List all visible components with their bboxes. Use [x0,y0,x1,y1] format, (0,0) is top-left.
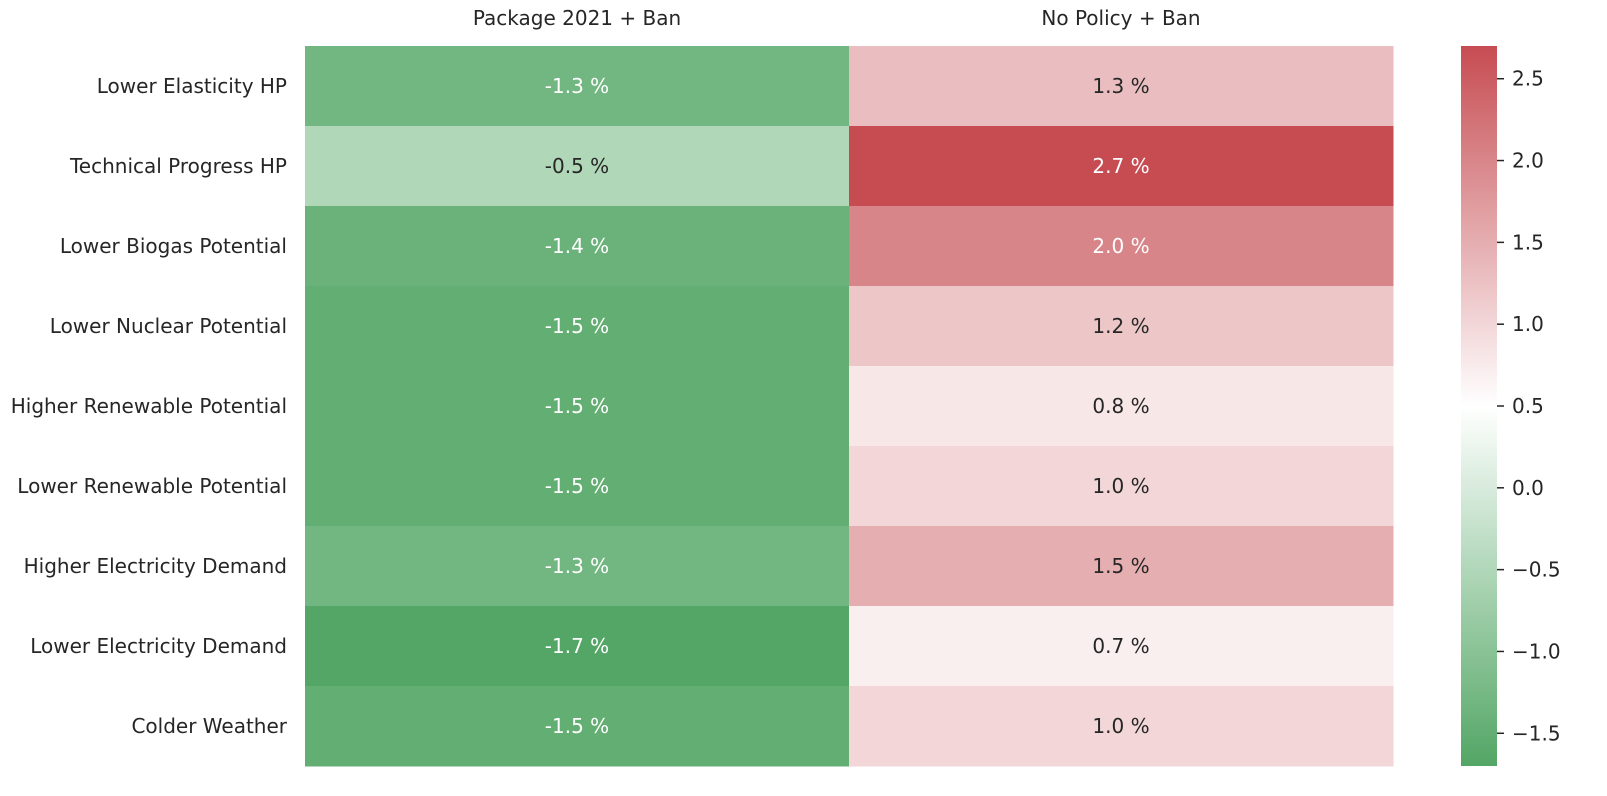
row-label: Lower Biogas Potential [60,234,287,258]
cell-value-label: -1.5 % [545,394,609,418]
cell-value-label: -1.3 % [545,554,609,578]
cell-value-label: -1.4 % [545,234,609,258]
column-labels: Package 2021 + Ban No Policy + Ban [473,6,1201,30]
colorbar-tick-label: 0.5 [1512,394,1544,418]
heatmap-cell [305,366,850,447]
cell-value-label: -0.5 % [545,154,609,178]
cell-value-label: 2.7 % [1092,154,1149,178]
heatmap-cell [849,206,1394,287]
colorbar-tick-label: −1.5 [1512,721,1561,745]
cell-value-label: 1.0 % [1092,714,1149,738]
heatmap-cell [849,686,1394,767]
heatmap-cells: -1.3 % 1.3 % -0.5 % 2.7 % -1.4 % 2.0 % -1.5 % 1… [305,46,1394,767]
cell-value-label: -1.7 % [545,634,609,658]
heatmap-cell [849,126,1394,207]
cell-value-label: 0.7 % [1092,634,1149,658]
row-label: Lower Nuclear Potential [50,314,287,338]
colorbar-gradient [1461,46,1497,766]
row-label: Lower Electricity Demand [30,634,287,658]
cell-value-label: -1.5 % [545,314,609,338]
colorbar: −1.5 −1.0 −0.5 0.0 0.5 1.0 1.5 2.0 2.5 [1461,46,1561,766]
heatmap-cell [305,206,850,287]
heatmap-cell [305,526,850,607]
colorbar-tick-label: 2.5 [1512,67,1544,91]
heatmap-cell [849,46,1394,127]
row-label: Technical Progress HP [69,154,287,178]
heatmap-cell [849,446,1394,527]
heatmap-cell [849,286,1394,367]
cell-value-label: 1.2 % [1092,314,1149,338]
cell-value-label: -1.5 % [545,474,609,498]
heatmap-cell [305,686,850,767]
row-label: Colder Weather [131,714,287,738]
cell-value-label: 1.5 % [1092,554,1149,578]
cell-value-label: 1.0 % [1092,474,1149,498]
cell-value-label: 1.3 % [1092,74,1149,98]
heatmap-cell [305,446,850,527]
cell-value-label: -1.3 % [545,74,609,98]
row-label: Lower Elasticity HP [97,74,287,98]
row-label: Higher Renewable Potential [11,394,287,418]
cell-value-label: 0.8 % [1092,394,1149,418]
colorbar-tick-label: 0.0 [1512,476,1544,500]
heatmap-cell [305,606,850,687]
heatmap-cell [305,126,850,207]
heatmap-cell [849,366,1394,447]
column-label: Package 2021 + Ban [473,6,681,30]
colorbar-tick-label: 1.0 [1512,312,1544,336]
heatmap-cell [849,606,1394,687]
column-label: No Policy + Ban [1041,6,1200,30]
heatmap-cell [849,526,1394,607]
row-labels: Lower Elasticity HP Technical Progress HP… [11,74,288,738]
cell-value-label: 2.0 % [1092,234,1149,258]
cell-value-label: -1.5 % [545,714,609,738]
row-label: Higher Electricity Demand [24,554,287,578]
colorbar-tick-label: 1.5 [1512,230,1544,254]
row-label: Lower Renewable Potential [17,474,287,498]
colorbar-tick-label: 2.0 [1512,149,1544,173]
colorbar-tick-label: −0.5 [1512,558,1561,582]
colorbar-tick-label: −1.0 [1512,639,1561,663]
heatmap-cell [305,46,850,127]
heatmap-cell [305,286,850,367]
